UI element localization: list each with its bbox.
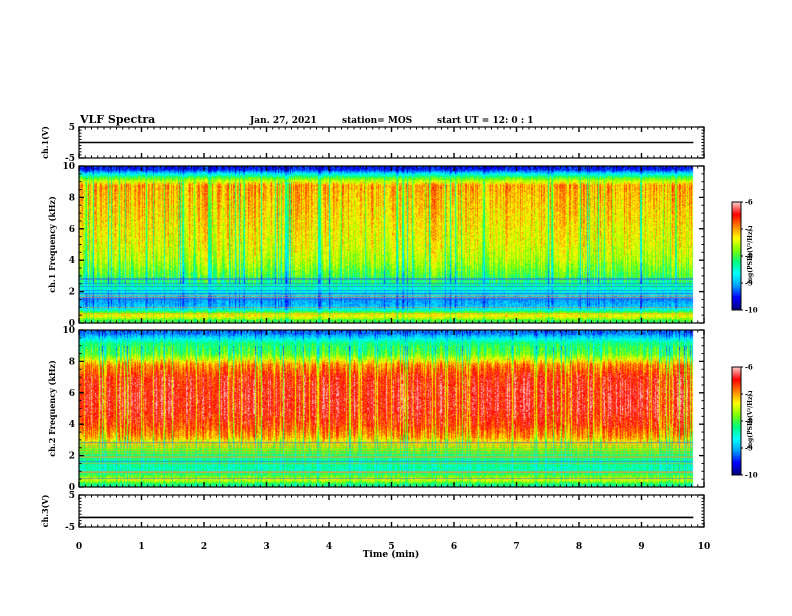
spectrogram-ch1 (79, 166, 704, 323)
x-tick-label: 0 (76, 542, 82, 552)
y-axis-label: ch.1 Frequency (kHz) (47, 196, 57, 293)
colorbar-tick-label: -7 (745, 390, 753, 399)
figure-title: VLF Spectra (79, 113, 155, 126)
x-tick-label: 8 (576, 542, 582, 552)
colorbar-tick-label: -10 (745, 471, 758, 480)
y-axis-label: ch.2 Frequency (kHz) (47, 360, 57, 457)
x-axis-label: Time (min) (363, 549, 420, 560)
y-tick-label: 10 (62, 162, 75, 172)
colorbar-tick-label: -8 (745, 417, 753, 426)
date-label: Jan. 27, 2021 (249, 116, 317, 126)
colorbar-label: log(PSD)(V²/Hz) (747, 229, 754, 284)
x-tick-label: 7 (513, 542, 519, 552)
colorbar-tick-label: -9 (745, 444, 753, 453)
start-time-label: start UT = 12: 0 : 1 (437, 116, 534, 126)
colorbar-tick-label: -9 (745, 279, 753, 288)
y-axis-label: ch.3(V) (40, 494, 50, 527)
y-tick-label: 4 (69, 420, 75, 430)
y-tick-label: -5 (65, 523, 75, 533)
x-tick-label: 2 (201, 542, 207, 552)
colorbar-tick-label: -10 (745, 306, 758, 315)
x-tick-label: 3 (263, 542, 269, 552)
y-tick-label: 0 (69, 483, 75, 493)
y-tick-label: 10 (62, 326, 75, 336)
x-tick-label: 6 (451, 542, 457, 552)
colorbar-tick-label: -6 (745, 198, 753, 207)
x-tick-label: 10 (698, 542, 711, 552)
x-tick-label: 1 (138, 542, 144, 552)
x-tick-label: 5 (388, 542, 394, 552)
y-tick-label: 2 (69, 288, 75, 298)
station-label: station= MOS (342, 116, 412, 126)
y-tick-label: 0 (69, 319, 75, 329)
y-tick-label: 5 (69, 123, 75, 133)
x-tick-label: 4 (326, 542, 332, 552)
spectrogram-ch2 (79, 330, 704, 487)
colorbar-tick-label: -8 (745, 252, 753, 261)
y-tick-label: -5 (65, 154, 75, 164)
colorbar-tick-label: -6 (745, 363, 753, 372)
colorbar-tick-label: -7 (745, 225, 753, 234)
colorbar-ch2 (732, 367, 741, 475)
x-tick-label: 9 (638, 542, 644, 552)
colorbar-ch1 (732, 202, 741, 310)
y-tick-label: 2 (69, 452, 75, 462)
colorbar-label: log(PSD)(V²/Hz) (747, 394, 754, 449)
y-axis-label: ch.1(V) (40, 126, 50, 159)
y-tick-label: 8 (69, 193, 75, 203)
y-tick-label: 6 (69, 389, 75, 399)
y-tick-label: 5 (69, 491, 75, 501)
y-tick-label: 6 (69, 225, 75, 235)
y-tick-label: 8 (69, 357, 75, 367)
y-tick-label: 4 (69, 256, 75, 266)
